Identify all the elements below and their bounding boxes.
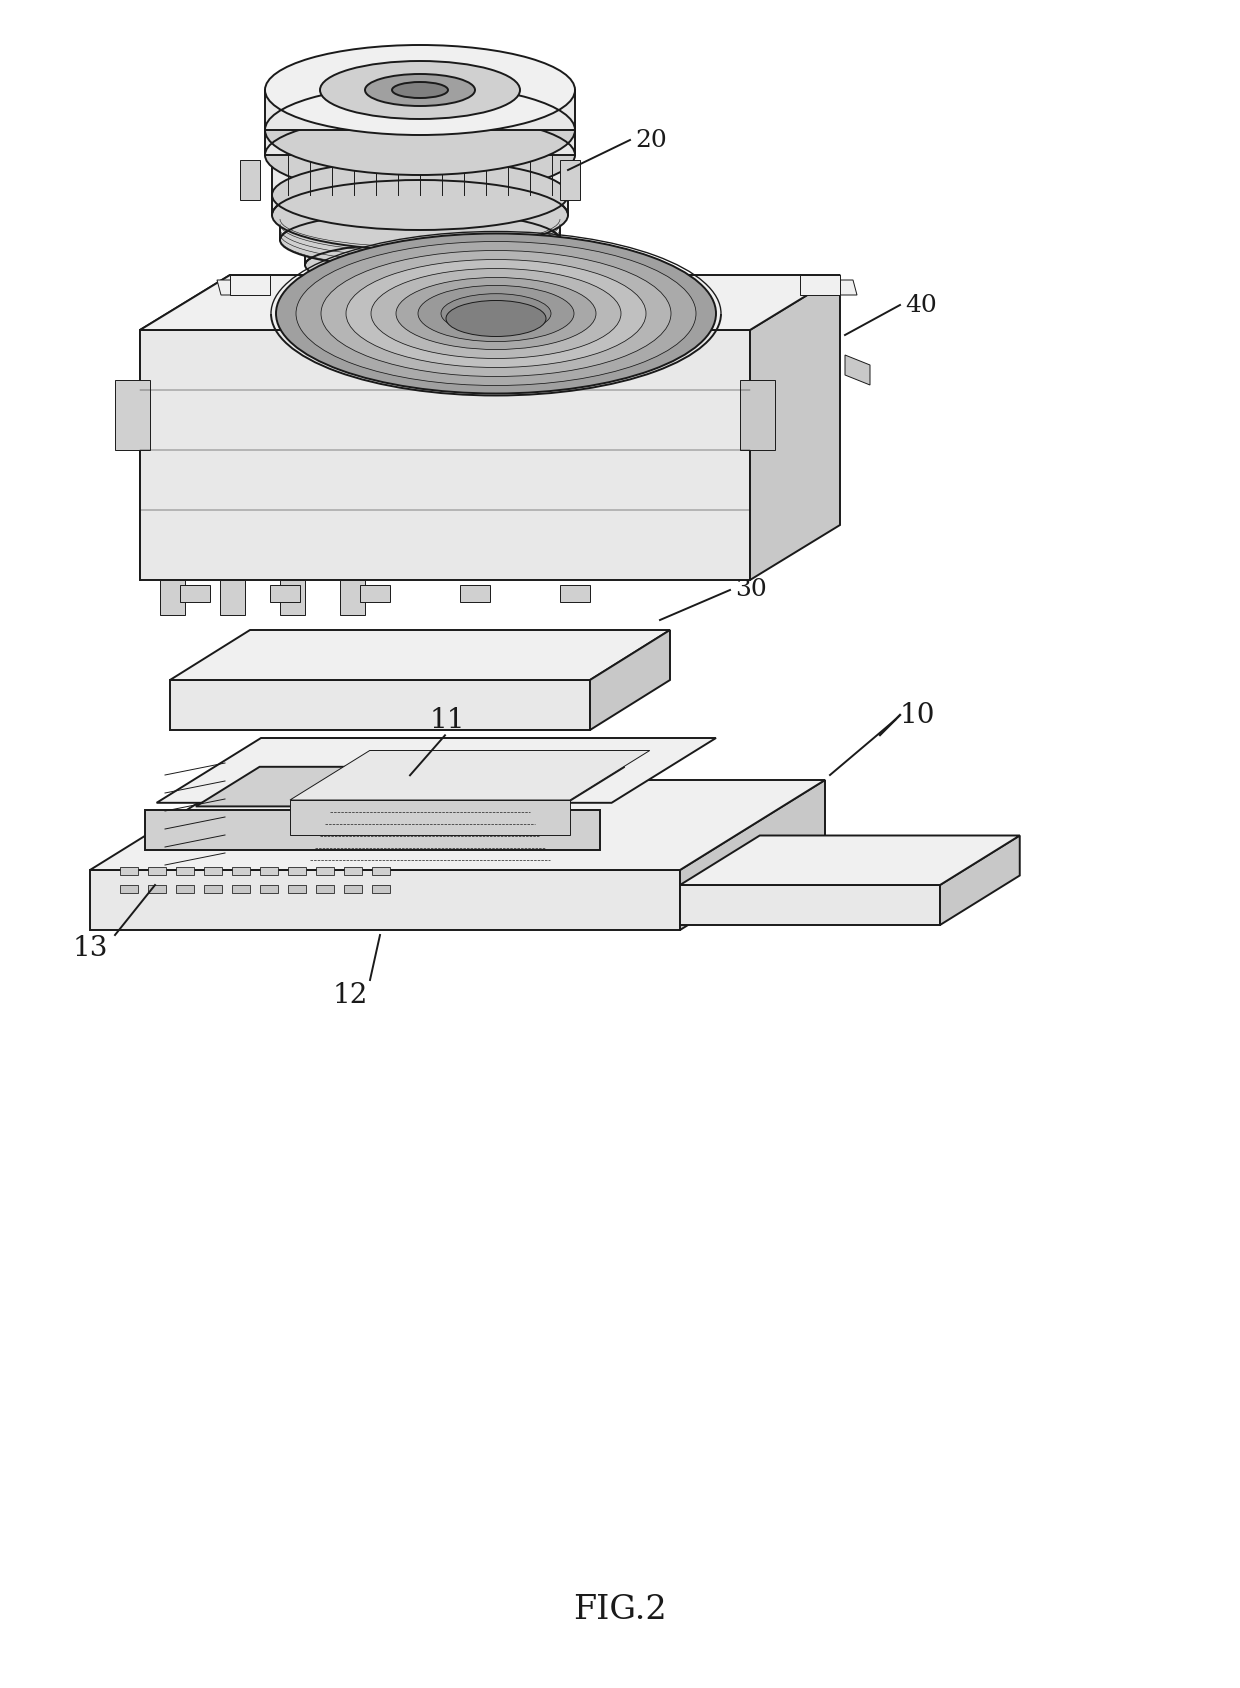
Ellipse shape [446,300,546,336]
Polygon shape [232,868,250,874]
Polygon shape [91,780,825,869]
Polygon shape [140,275,229,581]
Polygon shape [750,275,839,581]
Ellipse shape [280,213,560,268]
Polygon shape [460,586,490,603]
Ellipse shape [441,294,551,333]
Polygon shape [205,885,222,893]
Polygon shape [260,885,278,893]
Ellipse shape [305,243,534,287]
Polygon shape [120,868,138,874]
Polygon shape [560,586,590,603]
Text: 11: 11 [430,707,465,734]
Polygon shape [800,275,839,295]
Ellipse shape [265,84,575,176]
Polygon shape [265,89,575,130]
Ellipse shape [418,285,574,341]
Ellipse shape [371,268,621,358]
Polygon shape [217,280,257,295]
Polygon shape [343,868,362,874]
Polygon shape [590,630,670,729]
Polygon shape [844,354,870,385]
Polygon shape [372,885,391,893]
Polygon shape [196,766,625,807]
Polygon shape [241,160,260,199]
Polygon shape [170,680,590,729]
Polygon shape [270,586,300,603]
Polygon shape [140,275,839,329]
Ellipse shape [265,115,575,196]
Polygon shape [272,155,568,196]
Text: 10: 10 [900,702,935,729]
Polygon shape [290,751,650,800]
Polygon shape [290,800,570,836]
Ellipse shape [365,74,475,106]
Polygon shape [229,275,270,295]
Polygon shape [148,868,166,874]
Ellipse shape [296,241,696,385]
Polygon shape [232,885,250,893]
Polygon shape [145,810,600,851]
Ellipse shape [265,46,575,135]
Ellipse shape [461,300,531,326]
Polygon shape [176,868,193,874]
Polygon shape [280,581,305,614]
Polygon shape [260,868,278,874]
Polygon shape [940,836,1019,925]
Text: 12: 12 [332,981,368,1008]
Ellipse shape [272,160,568,230]
Polygon shape [205,868,222,874]
Ellipse shape [320,61,520,118]
Ellipse shape [321,250,671,376]
Polygon shape [160,581,185,614]
Ellipse shape [346,260,646,368]
Polygon shape [91,869,680,930]
Polygon shape [176,885,193,893]
Polygon shape [680,885,940,925]
Polygon shape [360,586,391,603]
Polygon shape [170,630,670,680]
Ellipse shape [272,181,568,250]
Polygon shape [180,586,210,603]
Text: 40: 40 [905,294,936,317]
Ellipse shape [396,277,596,349]
Polygon shape [740,380,775,451]
Polygon shape [272,196,568,214]
Polygon shape [219,581,246,614]
Polygon shape [680,836,1019,885]
Polygon shape [140,329,750,581]
Text: 13: 13 [72,935,108,962]
Polygon shape [680,780,825,930]
Polygon shape [316,868,334,874]
Polygon shape [343,885,362,893]
Polygon shape [120,885,138,893]
Polygon shape [115,380,150,451]
Polygon shape [316,885,334,893]
Polygon shape [288,885,306,893]
Polygon shape [288,868,306,874]
Ellipse shape [392,83,448,98]
Polygon shape [817,280,857,295]
Polygon shape [340,581,365,614]
Polygon shape [372,868,391,874]
Text: 30: 30 [735,579,766,601]
Polygon shape [305,240,534,265]
Polygon shape [265,130,575,155]
Polygon shape [156,738,715,803]
Polygon shape [148,885,166,893]
Text: 20: 20 [635,128,667,152]
Polygon shape [280,214,560,240]
Ellipse shape [277,233,715,393]
Polygon shape [560,160,580,199]
Text: FIG.2: FIG.2 [573,1593,667,1626]
